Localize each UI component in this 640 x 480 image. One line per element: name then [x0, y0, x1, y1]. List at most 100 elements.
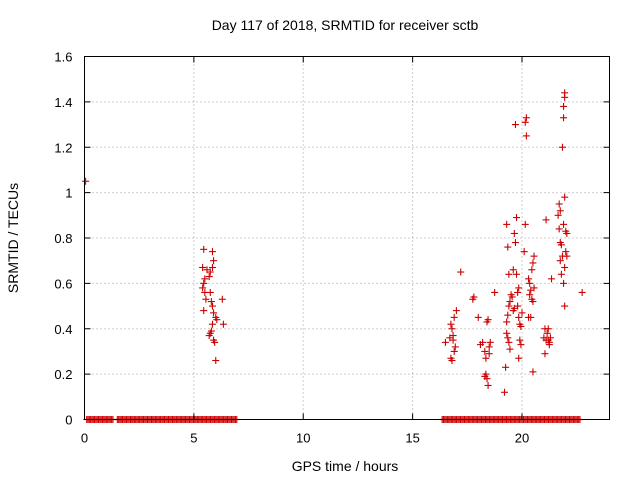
data-point: [556, 257, 564, 265]
data-point: [522, 132, 530, 140]
data-point: [503, 220, 511, 228]
data-point: [530, 284, 538, 292]
data-point: [522, 114, 530, 122]
data-point: [546, 334, 554, 342]
data-point: [200, 245, 208, 253]
data-point: [505, 302, 513, 310]
x-tick-label: 0: [81, 431, 88, 446]
data-point: [521, 118, 529, 126]
data-point: [479, 338, 487, 346]
data-point: [503, 318, 511, 326]
data-point: [504, 311, 512, 319]
data-point: [448, 357, 456, 365]
data-point: [202, 295, 210, 303]
data-point: [213, 316, 221, 324]
data-point: [206, 268, 214, 276]
data-point: [542, 216, 550, 224]
data-point: [541, 350, 549, 358]
data-point: [208, 302, 216, 310]
data-point: [485, 350, 493, 358]
data-point: [516, 336, 524, 344]
data-point: [207, 298, 215, 306]
y-axis-label: SRMTID / TECUs: [5, 183, 21, 293]
data-point: [509, 266, 517, 274]
data-point: [448, 325, 456, 333]
data-point: [450, 313, 458, 321]
data-point: [206, 288, 214, 296]
data-point: [560, 102, 568, 110]
data-point: [200, 279, 208, 287]
data-point: [470, 293, 478, 301]
data-point: [556, 207, 564, 215]
x-tick-label: 15: [405, 431, 419, 446]
grid-layer: [84, 56, 610, 420]
y-tick-label: 0.4: [54, 322, 72, 337]
data-point: [554, 211, 562, 219]
data-point: [561, 302, 569, 310]
data-point: [491, 288, 499, 296]
data-point: [555, 200, 563, 208]
data-point: [530, 252, 538, 260]
data-point: [517, 341, 525, 349]
data-point: [515, 284, 523, 292]
data-point: [503, 329, 511, 337]
data-point: [560, 279, 568, 287]
ticks-layer: 0 0.2 0.4 0.6 0.8 1 1.2 1.4 1.6 0 5 10 15 20: [54, 50, 610, 446]
data-point: [506, 298, 514, 306]
data-point: [513, 270, 521, 278]
data-point: [561, 89, 569, 97]
y-tick-label: 0.2: [54, 367, 72, 382]
data-point: [560, 114, 568, 122]
data-point: [450, 347, 458, 355]
data-point: [526, 279, 534, 287]
x-tick-label: 10: [296, 431, 310, 446]
data-point: [527, 313, 535, 321]
data-point: [219, 320, 227, 328]
data-point: [518, 309, 526, 317]
data-point: [218, 295, 226, 303]
chart-title: Day 117 of 2018, SRMTID for receiver sct…: [212, 17, 479, 33]
data-point: [211, 338, 219, 346]
data-point: [543, 329, 551, 337]
data-point: [508, 293, 516, 301]
data-point: [199, 263, 207, 271]
data-point: [208, 320, 216, 328]
y-tick-label: 1.4: [54, 95, 72, 110]
data-point: [515, 313, 523, 321]
data-point: [521, 220, 529, 228]
data-point: [485, 343, 493, 351]
y-tick-label: 0: [65, 413, 72, 428]
data-point: [504, 243, 512, 251]
y-tick-label: 0.6: [54, 276, 72, 291]
data-point: [474, 313, 482, 321]
data-point: [451, 343, 459, 351]
data-point: [563, 252, 571, 260]
data-points-layer: [82, 89, 586, 396]
y-tick-label: 0.8: [54, 231, 72, 246]
data-point: [501, 388, 508, 396]
data-point: [561, 263, 569, 271]
data-point: [205, 273, 213, 281]
data-point: [515, 354, 523, 362]
data-point: [200, 307, 208, 315]
y-tick-label: 1.6: [54, 50, 72, 65]
data-point: [525, 275, 533, 283]
data-point: [457, 268, 465, 276]
data-point: [558, 143, 566, 151]
data-point: [481, 347, 489, 355]
data-point: [210, 257, 218, 265]
data-point: [557, 270, 565, 278]
data-point: [505, 338, 513, 346]
data-point: [511, 121, 519, 129]
data-point: [452, 307, 460, 315]
data-point: [201, 275, 209, 283]
data-point: [520, 248, 528, 256]
data-point: [545, 341, 553, 349]
data-point: [529, 259, 537, 267]
data-point: [208, 248, 216, 256]
data-point: [511, 239, 519, 247]
data-point: [557, 241, 565, 249]
data-point: [528, 266, 536, 274]
data-point: [560, 220, 568, 228]
data-point: [578, 288, 586, 296]
